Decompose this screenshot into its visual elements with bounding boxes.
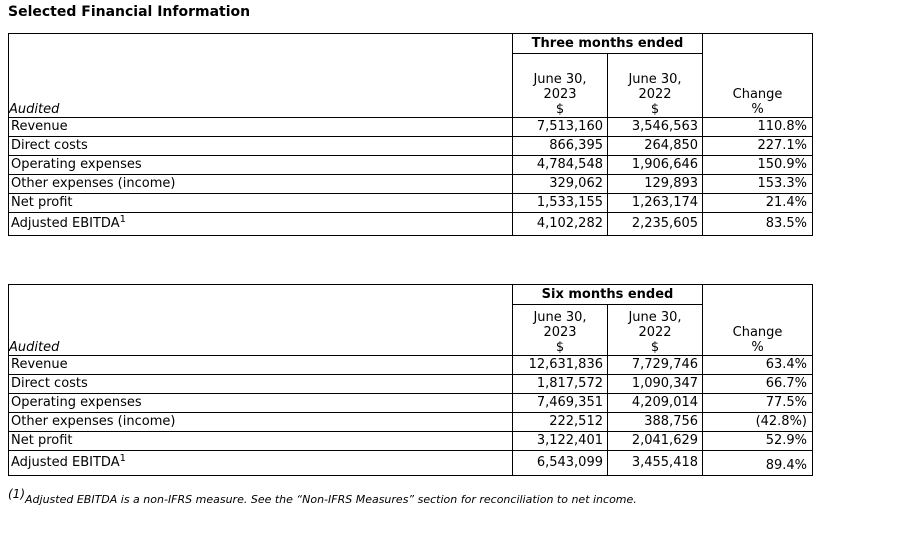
row-label: Revenue: [8, 355, 513, 375]
change-header-line1: Change: [732, 325, 783, 340]
value-2023: 222,512: [512, 412, 608, 432]
value-2023: 7,469,351: [512, 393, 608, 413]
row-label: Revenue: [8, 117, 513, 137]
change-value: 110.8%: [702, 117, 814, 137]
row-label: Adjusted EBITDA1: [8, 212, 513, 236]
change-value: 66.7%: [702, 374, 814, 394]
table-row-direct-costs: Direct costs 866,395 264,850 227.1%: [8, 136, 814, 156]
value-2023: 329,062: [512, 174, 608, 194]
change-column-header: Change %: [702, 33, 814, 118]
change-value: 52.9%: [702, 431, 814, 451]
footnote-text: Adjusted EBITDA is a non-IFRS measure. S…: [25, 493, 637, 506]
value-2022: 3,455,418: [606, 450, 704, 476]
row-label: Direct costs: [8, 374, 513, 394]
page-title: Selected Financial Information: [8, 4, 251, 20]
change-column-header: Change %: [702, 284, 814, 356]
row-label: Adjusted EBITDA1: [8, 450, 513, 476]
table-row-net-profit: Net profit 1,533,155 1,263,174 21.4%: [8, 193, 814, 213]
value-2022: 2,041,629: [606, 431, 704, 451]
change-value: 150.9%: [702, 155, 814, 175]
value-2023: 6,543,099: [512, 450, 608, 476]
value-2022: 3,546,563: [606, 117, 704, 137]
table-row-adjusted-ebitda: Adjusted EBITDA1 6,543,099 3,455,418 89.…: [8, 450, 814, 476]
change-value: 83.5%: [702, 212, 814, 236]
table-row-net-profit: Net profit 3,122,401 2,041,629 52.9%: [8, 431, 814, 451]
table-row-operating-expenses: Operating expenses 7,469,351 4,209,014 7…: [8, 393, 814, 413]
audited-label: Audited: [9, 340, 60, 355]
value-2023: 1,817,572: [512, 374, 608, 394]
row-label: Net profit: [8, 431, 513, 451]
value-2022: 1,263,174: [606, 193, 704, 213]
value-2022: 388,756: [606, 412, 704, 432]
row-label: Other expenses (income): [8, 412, 513, 432]
value-2023: 4,784,548: [512, 155, 608, 175]
change-header-line2: %: [751, 340, 764, 355]
value-2022: 2,235,605: [606, 212, 704, 236]
audited-label-cell: Audited: [8, 284, 513, 356]
change-header-line2: %: [751, 102, 764, 117]
audited-label-cell: Audited: [8, 33, 513, 118]
change-value: 77.5%: [702, 393, 814, 413]
superscript: 1: [119, 453, 126, 464]
column-header-2022: June 30, 2022 $: [606, 53, 704, 118]
value-2023: 1,533,155: [512, 193, 608, 213]
value-2022: 264,850: [606, 136, 704, 156]
superscript: 1: [119, 214, 126, 225]
change-value: 21.4%: [702, 193, 814, 213]
change-value: 153.3%: [702, 174, 814, 194]
column-header-2022: June 30, 2022 $: [606, 304, 704, 356]
three-months-table: Audited Three months ended Change % June…: [8, 33, 814, 236]
table-row-operating-expenses: Operating expenses 4,784,548 1,906,646 1…: [8, 155, 814, 175]
row-label: Direct costs: [8, 136, 513, 156]
value-2023: 3,122,401: [512, 431, 608, 451]
value-2022: 7,729,746: [606, 355, 704, 375]
column-header-2023: June 30, 2023 $: [512, 304, 608, 356]
period-header: Six months ended: [511, 284, 704, 305]
table-row-other-expenses: Other expenses (income) 222,512 388,756 …: [8, 412, 814, 432]
table-row-other-expenses: Other expenses (income) 329,062 129,893 …: [8, 174, 814, 194]
six-months-table: Audited Six months ended Change % June 3…: [8, 284, 814, 476]
value-2022: 1,090,347: [606, 374, 704, 394]
column-header-2023: June 30, 2023 $: [512, 53, 608, 118]
table-row-adjusted-ebitda: Adjusted EBITDA1 4,102,282 2,235,605 83.…: [8, 212, 814, 236]
row-label: Net profit: [8, 193, 513, 213]
row-label: Operating expenses: [8, 393, 513, 413]
table-row-revenue: Revenue 12,631,836 7,729,746 63.4%: [8, 355, 814, 375]
change-header-line1: Change: [732, 87, 783, 102]
change-value: 227.1%: [702, 136, 814, 156]
table-row-direct-costs: Direct costs 1,817,572 1,090,347 66.7%: [8, 374, 814, 394]
table-row-revenue: Revenue 7,513,160 3,546,563 110.8%: [8, 117, 814, 137]
audited-label: Audited: [9, 102, 60, 117]
change-value: 63.4%: [702, 355, 814, 375]
value-2022: 129,893: [606, 174, 704, 194]
value-2023: 12,631,836: [512, 355, 608, 375]
footnote: (1)Adjusted EBITDA is a non-IFRS measure…: [8, 487, 898, 507]
row-label: Operating expenses: [8, 155, 513, 175]
value-2022: 1,906,646: [606, 155, 704, 175]
footnote-marker: (1): [8, 487, 25, 501]
period-header: Three months ended: [511, 33, 704, 54]
value-2023: 4,102,282: [512, 212, 608, 236]
row-label: Other expenses (income): [8, 174, 513, 194]
value-2022: 4,209,014: [606, 393, 704, 413]
value-2023: 7,513,160: [512, 117, 608, 137]
value-2023: 866,395: [512, 136, 608, 156]
change-value: 89.4%: [702, 450, 814, 476]
change-value: (42.8%): [702, 412, 814, 432]
